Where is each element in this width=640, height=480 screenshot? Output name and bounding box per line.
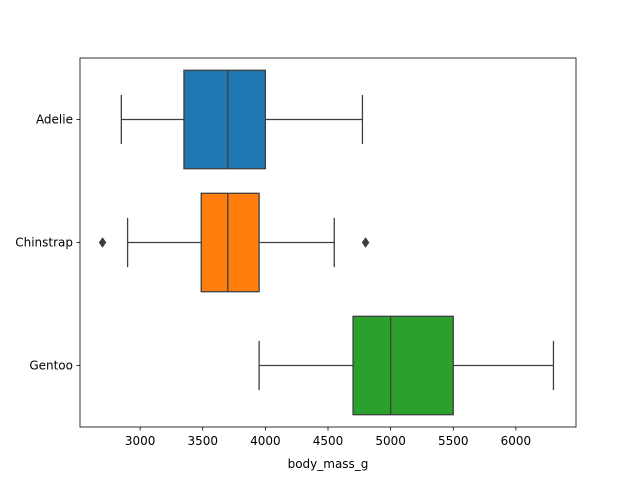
x-tick-label-5500: 5500: [438, 434, 469, 448]
x-tick-label-3500: 3500: [187, 434, 218, 448]
x-axis-label: body_mass_g: [288, 457, 369, 471]
x-tick-label-5000: 5000: [375, 434, 406, 448]
box-group-chinstrap: [98, 192, 370, 293]
box-adelie: [183, 69, 267, 170]
y-tick-label-gentoo: Gentoo: [29, 359, 73, 373]
x-axis: 3000 3500 4000 4500 5000 5500 6000: [125, 427, 531, 448]
box-gentoo: [352, 315, 454, 416]
box-group-adelie: [120, 69, 364, 170]
plot-area: [98, 69, 555, 416]
outlier-chinstrap-0: [98, 237, 107, 248]
outlier-chinstrap-1: [361, 237, 370, 248]
y-tick-label-chinstrap: Chinstrap: [15, 236, 73, 250]
box-group-gentoo: [258, 315, 555, 416]
x-tick-label-3000: 3000: [125, 434, 156, 448]
box-chinstrap: [200, 192, 260, 293]
x-tick-label-4500: 4500: [313, 434, 344, 448]
y-tick-label-adelie: Adelie: [36, 113, 73, 127]
x-tick-label-4000: 4000: [250, 434, 281, 448]
y-axis: Adelie Chinstrap Gentoo: [15, 113, 80, 373]
x-tick-label-6000: 6000: [501, 434, 532, 448]
